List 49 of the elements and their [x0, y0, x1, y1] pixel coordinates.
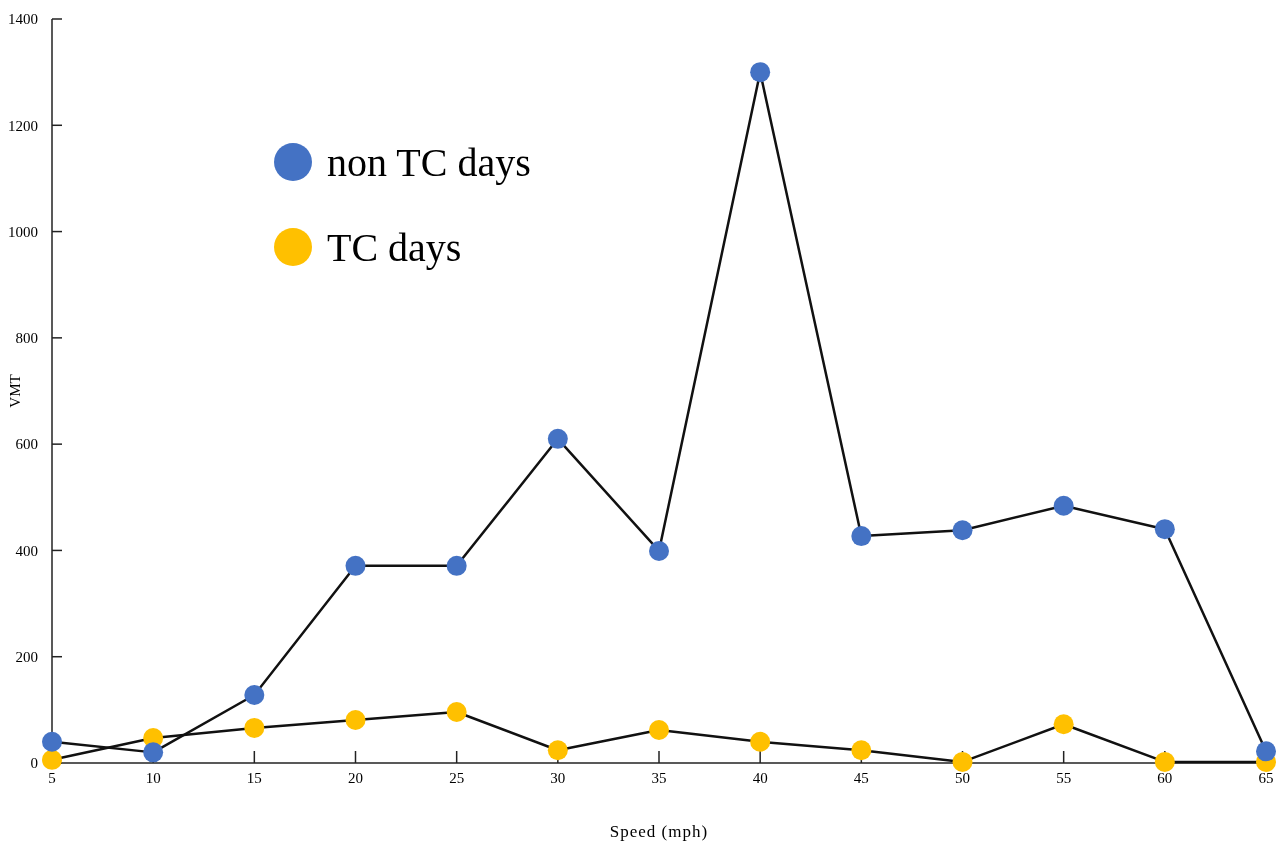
- x-axis-title: Speed (mph): [609, 822, 709, 841]
- point: [1053, 714, 1074, 735]
- legend-label: TC days: [327, 225, 462, 270]
- y-tick-label: 0: [30, 755, 38, 772]
- point: [345, 709, 366, 730]
- x-tick-label: 40: [752, 770, 768, 786]
- point: [649, 720, 669, 741]
- y-tick-label: 800: [15, 330, 38, 347]
- point: [750, 62, 771, 83]
- point: [649, 540, 669, 561]
- point: [446, 555, 467, 576]
- x-tick-label: 20: [348, 770, 363, 786]
- x-tick-label: 55: [1056, 770, 1072, 786]
- point: [1053, 495, 1074, 516]
- point: [952, 751, 973, 772]
- point: [952, 520, 973, 541]
- x-tick-label: 5: [48, 770, 56, 786]
- point: [851, 740, 872, 761]
- x-tick-label: 10: [145, 770, 161, 786]
- point: [851, 526, 872, 547]
- x-tick-label: 65: [1258, 770, 1274, 786]
- x-tick-label: 30: [550, 770, 566, 786]
- x-tick-label: 35: [651, 770, 667, 786]
- x-tick-label: 45: [853, 770, 869, 786]
- x-tick-label: 60: [1157, 770, 1173, 786]
- y-tick-label: 1000: [8, 223, 38, 240]
- point: [244, 717, 265, 738]
- point: [42, 731, 62, 752]
- y-tick-label: 600: [15, 436, 38, 453]
- y-tick-label: 200: [15, 648, 38, 665]
- point: [42, 749, 62, 770]
- y-tick-label: 400: [15, 542, 38, 559]
- point: [1256, 741, 1276, 762]
- point: [1154, 519, 1175, 540]
- y-tick-label: 1400: [8, 11, 38, 28]
- x-tick-label: 25: [449, 770, 465, 786]
- point: [547, 740, 568, 761]
- point: [1154, 751, 1175, 772]
- point: [244, 684, 265, 705]
- point: [547, 428, 568, 449]
- point: [750, 731, 771, 752]
- point: [143, 742, 164, 763]
- x-tick-label: 50: [955, 770, 970, 786]
- point: [345, 555, 366, 576]
- x-tick-label: 15: [246, 770, 262, 786]
- legend-label: non TC days: [327, 140, 531, 185]
- point: [446, 701, 467, 722]
- y-tick-label: 1200: [8, 117, 38, 134]
- y-axis-title: VMT: [7, 374, 23, 408]
